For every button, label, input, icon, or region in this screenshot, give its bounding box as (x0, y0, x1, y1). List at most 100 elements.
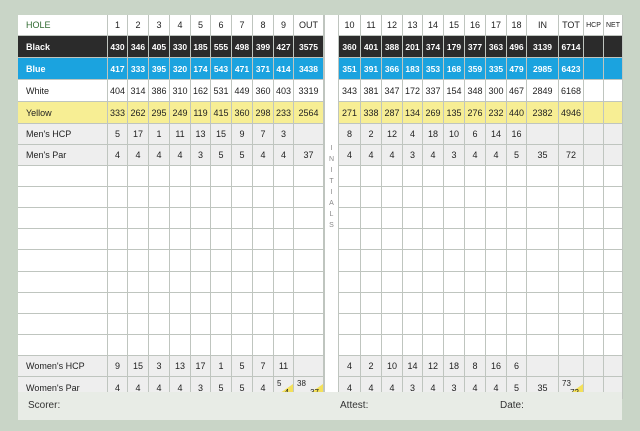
score-cell: 4 (170, 145, 191, 166)
score-cell (170, 229, 191, 250)
score-cell (211, 314, 232, 335)
score-cell: 386 (149, 80, 170, 102)
score-cell (274, 166, 294, 187)
score-cell (253, 187, 274, 208)
score-cell (604, 187, 623, 208)
score-cell (507, 187, 527, 208)
score-cell (361, 272, 382, 293)
scorer-label: Scorer: (28, 400, 61, 411)
score-cell (403, 250, 423, 272)
score-cell: 6 (465, 124, 486, 145)
score-cell (361, 314, 382, 335)
score-cell (339, 272, 361, 293)
score-cell (361, 166, 382, 187)
score-cell: 201 (403, 36, 423, 58)
score-cell (108, 229, 128, 250)
score-cell (444, 293, 465, 314)
score-cell (584, 187, 604, 208)
score-cell: 4 (382, 145, 403, 166)
score-cell: 353 (423, 58, 444, 80)
score-cell (507, 314, 527, 335)
score-cell (128, 293, 149, 314)
score-cell: 12 (423, 356, 444, 377)
row-label: Black (18, 36, 108, 58)
score-cell: 449 (232, 80, 253, 102)
score-cell: 18 (423, 124, 444, 145)
score-cell (423, 314, 444, 335)
score-cell: 414 (274, 58, 294, 80)
score-cell (486, 293, 507, 314)
score-cell: 295 (149, 102, 170, 124)
score-cell: 388 (382, 36, 403, 58)
score-cell (382, 187, 403, 208)
score-cell: 5 (232, 145, 253, 166)
score-cell: 6423 (559, 58, 584, 80)
row-label (18, 314, 108, 335)
score-cell: 4 (128, 145, 149, 166)
score-cell (444, 250, 465, 272)
score-cell (170, 293, 191, 314)
score-cell: 498 (232, 36, 253, 58)
score-cell (191, 250, 211, 272)
score-cell: 2985 (527, 58, 559, 80)
header-cell: 11 (361, 15, 382, 36)
score-cell (170, 272, 191, 293)
score-cell: 5 (108, 124, 128, 145)
score-cell (559, 272, 584, 293)
header-cell: 3 (149, 15, 170, 36)
score-cell (128, 208, 149, 229)
score-cell (559, 293, 584, 314)
score-cell (108, 335, 128, 356)
score-cell (382, 335, 403, 356)
score-cell: 3 (444, 145, 465, 166)
row-label (18, 229, 108, 250)
score-cell: 2 (361, 356, 382, 377)
score-cell (423, 293, 444, 314)
score-cell (382, 314, 403, 335)
score-cell: 1 (149, 124, 170, 145)
score-cell: 415 (211, 102, 232, 124)
score-cell (294, 208, 324, 229)
score-cell (294, 293, 324, 314)
score-cell (149, 229, 170, 250)
header-cell: 6 (211, 15, 232, 36)
score-cell: 16 (507, 124, 527, 145)
score-cell (465, 314, 486, 335)
score-cell: 371 (253, 58, 274, 80)
score-cell: 3 (403, 145, 423, 166)
score-cell (423, 166, 444, 187)
row-label: Men's HCP (18, 124, 108, 145)
score-cell: 360 (339, 36, 361, 58)
score-cell (191, 314, 211, 335)
score-cell (559, 250, 584, 272)
score-cell (584, 166, 604, 187)
score-cell (444, 314, 465, 335)
score-cell (253, 229, 274, 250)
score-cell (584, 208, 604, 229)
score-cell (149, 293, 170, 314)
score-cell: 11 (170, 124, 191, 145)
header-cell: 8 (253, 15, 274, 36)
row-label: Blue (18, 58, 108, 80)
score-cell (232, 187, 253, 208)
row-label (18, 272, 108, 293)
score-cell (584, 58, 604, 80)
score-cell (108, 272, 128, 293)
score-cell (403, 335, 423, 356)
score-cell (128, 250, 149, 272)
score-cell: 37 (294, 145, 324, 166)
score-cell (444, 335, 465, 356)
score-cell (604, 102, 623, 124)
score-cell (294, 229, 324, 250)
score-cell (339, 293, 361, 314)
score-cell (559, 356, 584, 377)
score-cell (339, 208, 361, 229)
score-cell (382, 229, 403, 250)
score-cell: 6 (507, 356, 527, 377)
score-cell: 8 (465, 356, 486, 377)
score-cell: 333 (128, 58, 149, 80)
score-cell: 17 (128, 124, 149, 145)
header-cell: NET (604, 15, 623, 36)
score-cell (108, 187, 128, 208)
score-cell: 427 (274, 36, 294, 58)
